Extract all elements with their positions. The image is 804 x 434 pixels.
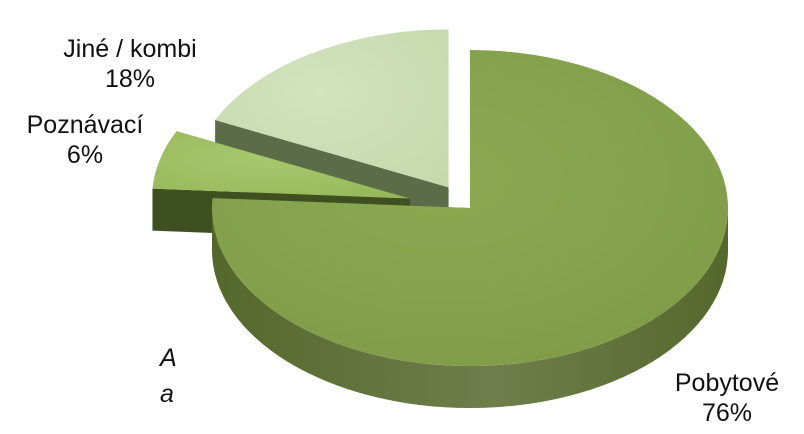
label-pobytove-value: 76% bbox=[701, 399, 753, 427]
slice-pobytove-top bbox=[211, 50, 728, 366]
slice-jine-kombi-top bbox=[215, 29, 449, 188]
label-jine-kombi-name: Jiné / kombi bbox=[63, 35, 197, 63]
label-jine-kombi-value: 18% bbox=[104, 65, 156, 93]
label-poznavaci-name: Poznávací bbox=[26, 111, 144, 139]
label-pobytove: Pobytové 76% bbox=[652, 368, 802, 428]
slice-pobytove bbox=[211, 50, 728, 408]
label-jine-kombi: Jiné / kombi 18% bbox=[40, 34, 220, 94]
slice-poznavaci-top bbox=[152, 131, 410, 199]
slice-pobytove-side bbox=[212, 208, 728, 408]
side-text-line-2: a bbox=[160, 380, 174, 408]
label-pobytove-name: Pobytové bbox=[674, 369, 780, 397]
side-text: A a bbox=[160, 340, 177, 412]
label-poznavaci-value: 6% bbox=[66, 141, 104, 169]
label-poznavaci: Poznávací 6% bbox=[4, 110, 166, 170]
side-text-line-1: A bbox=[160, 344, 177, 372]
